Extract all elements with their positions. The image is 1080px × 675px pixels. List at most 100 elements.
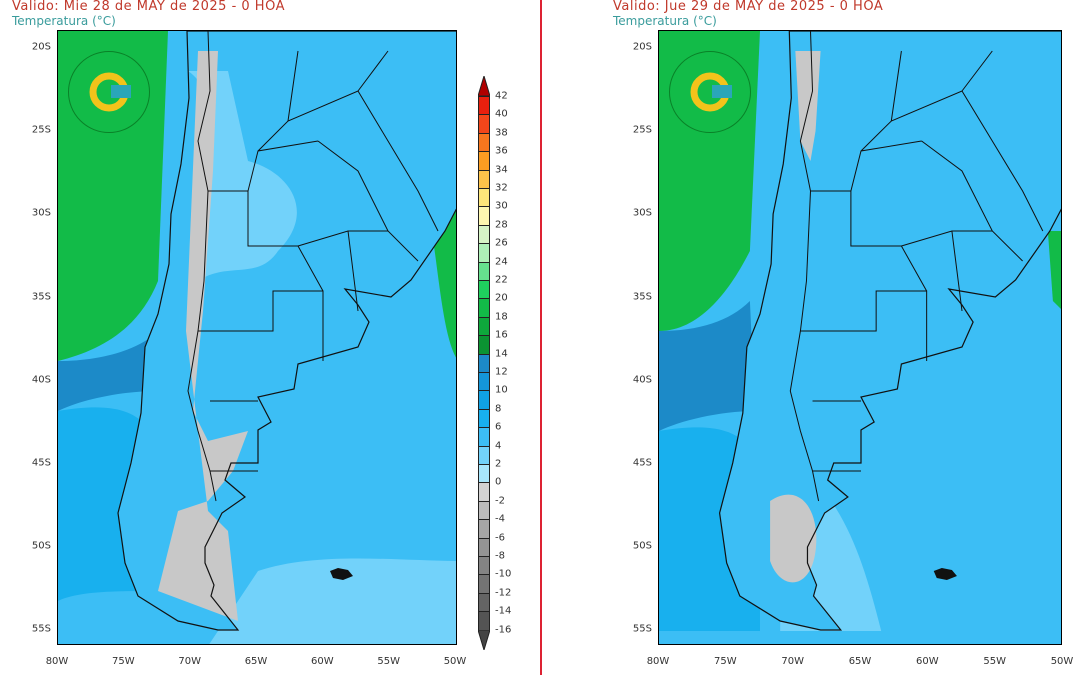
colorbar-label: 32 <box>495 182 508 194</box>
colorbar-label: 8 <box>495 403 502 415</box>
colorbar-label: 30 <box>495 200 508 212</box>
colorbar-segment <box>478 592 490 613</box>
lon-tick-label: 65W <box>848 656 872 667</box>
lat-tick-label: 35S <box>632 291 652 303</box>
colorbar-segment <box>478 132 490 153</box>
colorbar-label: -10 <box>495 568 512 580</box>
panel-divider <box>540 0 542 675</box>
colorbar-segment <box>478 169 490 189</box>
colorbar-segment <box>478 96 490 116</box>
lon-tick-label: 55W <box>377 656 400 667</box>
lon-tick-label: 65W <box>244 656 268 667</box>
colorbar-segment <box>478 280 490 300</box>
lat-tick-label: 25S <box>632 124 652 136</box>
colorbar-label: 42 <box>495 90 508 102</box>
colorbar-segment <box>478 335 490 355</box>
colorbar-label: 6 <box>495 421 502 433</box>
colorbar-segment <box>478 574 490 594</box>
temperature-map <box>658 30 1062 645</box>
andes-subzero-north <box>795 51 821 161</box>
colorbar-label: 28 <box>495 219 508 231</box>
lon-tick-label: 80W <box>646 656 670 667</box>
colorbar-label: 38 <box>495 127 508 139</box>
lat-tick-label: 30S <box>632 207 652 219</box>
colorbar-label: -6 <box>495 532 505 544</box>
colorbar-top-arrow <box>478 76 490 96</box>
lon-tick-label: 70W <box>178 656 201 667</box>
lon-tick-label: 50W <box>443 656 467 667</box>
lat-tick-label: 45S <box>31 457 51 469</box>
warm-zone-east <box>1047 231 1061 310</box>
lat-tick-label: 20S <box>31 41 51 53</box>
colorbar-label: 16 <box>495 329 508 341</box>
lat-tick-label: 50S <box>31 540 51 552</box>
forecast-panel-day1: Valido: Mie 28 de MAY de 2025 - 0 HOA Te… <box>12 0 512 667</box>
temperature-map <box>57 30 457 645</box>
lon-tick-label: 60W <box>311 656 334 667</box>
colorbar-label: 0 <box>495 476 502 488</box>
colorbar-segment <box>478 427 490 447</box>
lon-tick-label: 70W <box>781 656 804 667</box>
colorbar-label: 40 <box>495 108 508 120</box>
smn-logo <box>68 51 150 133</box>
lat-tick-label: 45S <box>632 457 652 469</box>
lat-tick-label: 20S <box>632 41 652 53</box>
colorbar-label: -8 <box>495 550 505 562</box>
lon-tick-label: 55W <box>983 656 1006 667</box>
colorbar-segment <box>478 464 490 484</box>
mild-zone-west <box>659 301 755 431</box>
lon-tick-label: 80W <box>45 656 69 667</box>
colorbar-bottom-arrow <box>478 629 490 650</box>
lon-tick-label: 50W <box>1050 656 1074 667</box>
panel-subtitle: Temperatura (°C) <box>613 14 717 28</box>
panel-subtitle: Temperatura (°C) <box>12 14 116 28</box>
lon-tick-label: 60W <box>916 656 939 667</box>
lat-tick-label: 50S <box>632 540 652 552</box>
lat-tick-label: 30S <box>31 207 51 219</box>
colorbar-segment <box>478 482 490 502</box>
lat-tick-label: 40S <box>31 374 51 386</box>
lat-tick-label: 35S <box>31 291 51 303</box>
colorbar-label: 26 <box>495 237 508 249</box>
colorbar-segment <box>478 316 490 337</box>
colorbar-label: 18 <box>495 311 508 323</box>
forecast-panel-day2: Valido: Jue 29 de MAY de 2025 - 0 HOA Te… <box>601 0 1080 675</box>
cold-zone-south <box>209 558 456 644</box>
colorbar-label: 22 <box>495 274 508 286</box>
colorbar-label: 20 <box>495 292 508 304</box>
colorbar-label: 36 <box>495 145 508 157</box>
colorbar-segment <box>478 372 490 392</box>
lat-tick-label: 25S <box>31 124 51 136</box>
smn-logo <box>669 51 751 133</box>
panel-title: Valido: Mie 28 de MAY de 2025 - 0 HOA <box>12 0 285 14</box>
colorbar-segment <box>478 537 490 557</box>
colorbar-segment <box>478 188 490 208</box>
colorbar-label: -12 <box>495 587 512 599</box>
colorbar-segment <box>478 390 490 410</box>
colorbar-segment <box>478 445 490 465</box>
colorbar-segment <box>478 114 490 134</box>
colorbar-segment <box>478 500 490 521</box>
colorbar-label: 14 <box>495 348 508 360</box>
colorbar-segment <box>478 206 490 226</box>
patagonia-subzero <box>770 494 817 583</box>
lat-tick-label: 40S <box>632 374 652 386</box>
colorbar-segment <box>478 611 490 631</box>
colorbar-label: 24 <box>495 256 508 268</box>
colorbar-segment <box>478 151 490 171</box>
colorbar-segment <box>478 519 490 539</box>
colorbar-segment <box>478 408 490 429</box>
colorbar-label: -16 <box>495 624 512 636</box>
colorbar-label: -2 <box>495 495 505 507</box>
colorbar-segment <box>478 224 490 245</box>
panel-title: Valido: Jue 29 de MAY de 2025 - 0 HOA <box>613 0 884 14</box>
falkland-islands <box>933 568 957 580</box>
falkland-islands <box>330 568 353 580</box>
colorbar-segment <box>478 556 490 576</box>
colorbar-label: -14 <box>495 605 512 617</box>
colorbar-segment <box>478 261 490 281</box>
mild-zone-west <box>58 331 158 411</box>
colorbar-label: 12 <box>495 366 508 378</box>
cold-land-north <box>188 71 297 281</box>
colorbar-segment <box>478 243 490 263</box>
